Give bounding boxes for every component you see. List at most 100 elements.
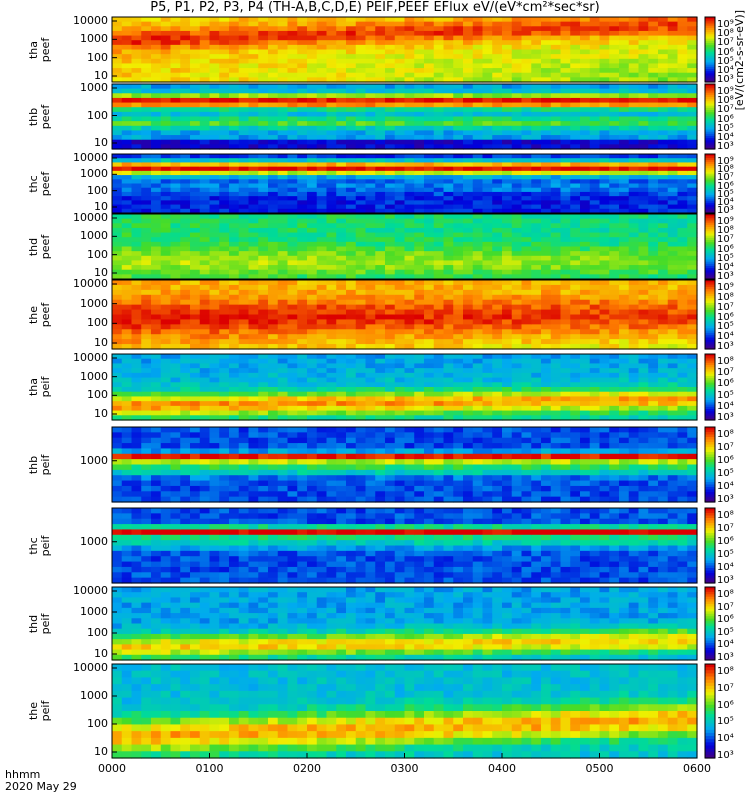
spectrogram-cell [160, 158, 172, 164]
spectrogram-cell [492, 183, 503, 189]
spectrogram-cell [268, 84, 279, 90]
spectrogram-cell [375, 166, 386, 172]
spectrogram-cell [550, 30, 562, 37]
spectrogram-cell [229, 111, 240, 118]
spectrogram-cell [638, 255, 649, 262]
spectrogram-cell [463, 191, 474, 197]
spectrogram-cell [151, 265, 162, 271]
spectrogram-cell [307, 334, 318, 340]
spectrogram-cell [443, 314, 454, 321]
spectrogram-cell [190, 135, 201, 141]
spectrogram-cell [112, 44, 123, 51]
spectrogram-cell [199, 162, 211, 168]
spectrogram-cell [472, 191, 484, 197]
spectrogram-cell [336, 54, 347, 60]
spectrogram-cell [209, 72, 220, 78]
spectrogram-cell [190, 54, 201, 60]
spectrogram-cell [404, 54, 415, 60]
spectrogram-cell [638, 223, 649, 229]
spectrogram-cell [414, 396, 425, 402]
spectrogram-cell [502, 154, 513, 159]
spectrogram-cell [638, 68, 649, 74]
colorbar-segment [705, 189, 715, 192]
spectrogram-cell [112, 324, 123, 330]
spectrogram-cell [677, 251, 688, 257]
spectrogram-cell [648, 68, 659, 74]
spectrogram-cell [180, 170, 191, 176]
spectrogram-cell [609, 77, 620, 83]
spectrogram-cell [560, 265, 571, 271]
spectrogram-cell [268, 354, 279, 360]
spectrogram-cell [550, 334, 562, 340]
spectrogram-cell [248, 246, 259, 252]
spectrogram-cell [570, 299, 581, 306]
spectrogram-cell [229, 344, 240, 350]
spectrogram-cell [511, 284, 523, 291]
spectrogram-cell [638, 121, 649, 127]
spectrogram-cell [121, 102, 133, 108]
spectrogram-cell [609, 294, 620, 301]
spectrogram-cell [502, 102, 513, 108]
spectrogram-cell [209, 237, 220, 243]
spectrogram-cell [287, 294, 298, 301]
colorbar-tick-label: 10⁷ [717, 682, 734, 694]
spectrogram-cell [472, 329, 484, 335]
spectrogram-cell [375, 121, 386, 127]
spectrogram-cell [619, 97, 630, 104]
spectrogram-cell [609, 255, 620, 262]
spectrogram-cell [277, 241, 289, 248]
spectrogram-cell [424, 410, 435, 416]
spectrogram-cell [453, 54, 464, 60]
spectrogram-cell [346, 208, 357, 214]
spectrogram-cell [170, 84, 181, 90]
spectrogram-cell [151, 97, 162, 104]
spectrogram-cell [433, 241, 445, 248]
colorbar-segment [705, 60, 715, 64]
spectrogram-cell [170, 255, 181, 262]
spectrogram-cell [336, 84, 347, 90]
spectrogram-cell [121, 144, 133, 150]
spectrogram-cell [394, 354, 406, 360]
spectrogram-cell [424, 191, 435, 197]
spectrogram-cell [502, 246, 513, 252]
spectrogram-cell [443, 196, 454, 201]
spectrogram-cell [394, 26, 406, 32]
spectrogram-cell [238, 187, 250, 193]
spectrogram-cell [287, 363, 298, 369]
spectrogram-cell [619, 255, 630, 262]
spectrogram-cell [463, 17, 474, 23]
spectrogram-cell [238, 405, 250, 412]
spectrogram-cell [375, 21, 386, 27]
spectrogram-cell [521, 329, 532, 335]
spectrogram-cell [316, 93, 328, 99]
spectrogram-cell [316, 102, 328, 108]
spectrogram-cell [648, 139, 659, 145]
spectrogram-cell [433, 130, 445, 136]
spectrogram-cell [219, 135, 230, 141]
spectrogram-cell [326, 154, 337, 159]
spectrogram-cell [511, 227, 523, 234]
spectrogram-cell [609, 130, 620, 136]
spectrogram-cell [258, 170, 269, 176]
spectrogram-cell [375, 58, 386, 65]
spectrogram-cell [472, 274, 484, 280]
spectrogram-cell [502, 111, 513, 118]
spectrogram-cell [560, 68, 571, 74]
spectrogram-cell [199, 139, 211, 145]
spectrogram-cell [346, 415, 357, 421]
spectrogram-cell [541, 72, 552, 78]
spectrogram-cell [297, 218, 308, 224]
spectrogram-cell [560, 175, 571, 180]
spectrogram-cell [316, 26, 328, 32]
spectrogram-cell [170, 63, 181, 69]
spectrogram-cell [199, 191, 211, 197]
spectrogram-cell [580, 187, 591, 193]
spectrogram-cell [472, 265, 484, 271]
spectrogram-cell [190, 354, 201, 360]
spectrogram-cell [550, 232, 562, 238]
spectrogram-cell [121, 187, 133, 193]
spectrogram-cell [511, 280, 523, 286]
spectrogram-cell [677, 218, 688, 224]
spectrogram-cell [336, 314, 347, 321]
spectrogram-cell [277, 289, 289, 296]
